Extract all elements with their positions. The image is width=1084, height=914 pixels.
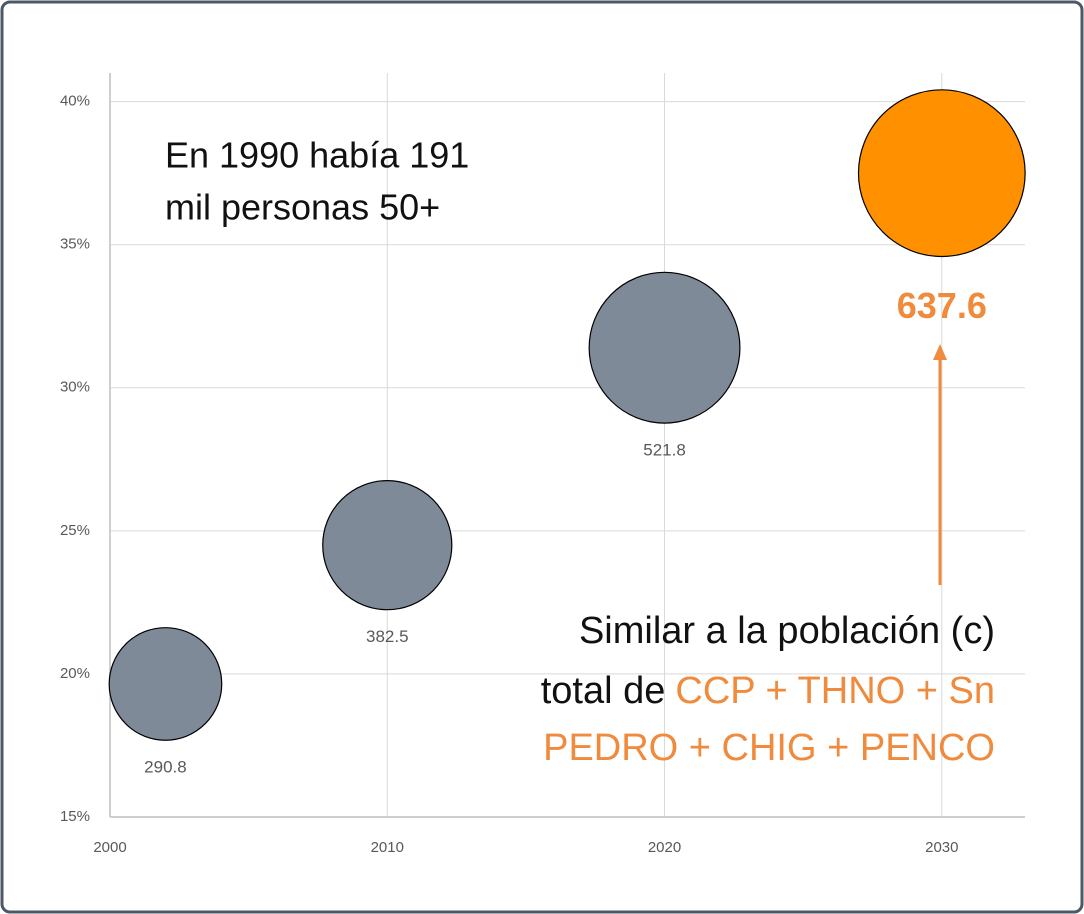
annotation: Similar a la población (c): [579, 610, 995, 652]
bubble: [108, 627, 223, 741]
x-tick-label: 2000: [93, 839, 126, 856]
data-label: 521.8: [643, 441, 686, 460]
bubble: [322, 480, 453, 611]
x-tick-label: 2020: [648, 839, 681, 856]
data-label: 382.5: [366, 627, 409, 646]
annotation: mil personas 50+: [165, 187, 440, 228]
annotation: En 1990 había 191: [165, 135, 469, 176]
y-tick-label: 30%: [60, 379, 90, 396]
bubble: [588, 271, 741, 424]
arrow-head: [933, 344, 947, 360]
x-tick-label: 2010: [371, 839, 404, 856]
annotation: PEDRO + CHIG + PENCO: [543, 727, 995, 769]
x-tick-label: 2030: [925, 839, 958, 856]
y-tick-label: 25%: [60, 522, 90, 539]
data-label: 637.6: [897, 285, 987, 326]
bubble: [857, 89, 1026, 258]
annotation-part: total de: [541, 670, 666, 712]
annotation: total de CCP + THNO + Sn: [541, 670, 995, 712]
y-tick-label: 40%: [60, 93, 90, 110]
data-label: 290.8: [144, 758, 187, 777]
annotation-part: CCP + THNO + Sn: [675, 670, 995, 712]
y-tick-label: 35%: [60, 236, 90, 253]
y-tick-label: 15%: [60, 808, 90, 825]
y-tick-label: 20%: [60, 665, 90, 682]
